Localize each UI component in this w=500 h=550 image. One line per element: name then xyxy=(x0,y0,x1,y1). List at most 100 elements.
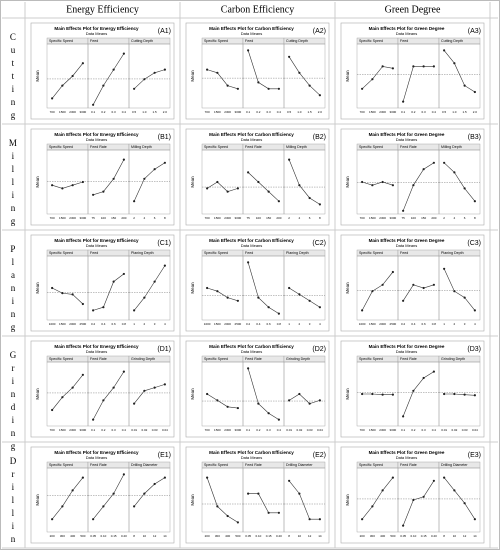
effect-point xyxy=(308,402,311,405)
effect-point xyxy=(92,518,95,521)
x-tick-label: 0.4 xyxy=(256,322,261,326)
effect-point xyxy=(453,290,456,293)
effect-point xyxy=(267,306,270,309)
panel-area xyxy=(438,467,481,533)
effect-point xyxy=(112,386,115,389)
panel-name: Milling Depth xyxy=(286,145,307,149)
x-tick-label: 75 xyxy=(246,216,250,220)
x-tick-label: 12 xyxy=(463,534,467,538)
x-tick-label: 1.5 xyxy=(463,110,468,114)
x-tick-label: 4 xyxy=(299,216,301,220)
x-tick-label: 0.05 xyxy=(90,534,96,538)
effect-point xyxy=(112,492,115,495)
x-tick-label: 0.10 xyxy=(255,534,261,538)
x-tick-label: 200 xyxy=(50,534,55,538)
x-tick-label: 8 xyxy=(133,534,135,538)
x-tick-label: 0.5 xyxy=(442,110,447,114)
x-tick-label: 1500 xyxy=(59,110,66,114)
effect-point xyxy=(402,209,405,212)
effect-point xyxy=(257,402,260,405)
effect-point xyxy=(361,87,364,90)
effect-point xyxy=(112,177,115,180)
plot-label: (B1) xyxy=(158,134,171,141)
y-axis-label: Mean xyxy=(190,282,195,294)
effect-point xyxy=(257,296,260,299)
effect-line xyxy=(247,368,280,420)
x-tick-label: 0.8 xyxy=(277,322,282,326)
effect-point xyxy=(236,299,239,302)
x-tick-label: 8 xyxy=(164,216,166,220)
effect-point xyxy=(318,306,321,309)
effect-point xyxy=(71,386,74,389)
plot-subtitle: Data Means xyxy=(86,455,108,460)
x-tick-label: 0.04 xyxy=(162,428,168,432)
effect-point xyxy=(247,49,250,52)
x-tick-label: 6 xyxy=(309,216,311,220)
effect-point xyxy=(71,293,74,296)
x-tick-label: 2300 xyxy=(69,216,76,220)
x-tick-label: 0.4 xyxy=(277,428,282,432)
x-tick-label: 12 xyxy=(308,534,312,538)
panel-name: Feed Rate xyxy=(90,463,107,467)
x-tick-label: 2300 xyxy=(224,216,231,220)
x-tick-label: 1500 xyxy=(214,428,221,432)
effect-point xyxy=(402,524,405,527)
x-tick-label: 0.5 xyxy=(132,110,137,114)
effect-point xyxy=(453,171,456,174)
x-tick-label: 0.01 xyxy=(286,428,292,432)
panel-name: Cutting Depth xyxy=(286,39,308,43)
effect-point xyxy=(226,296,229,299)
x-tick-label: 1.5 xyxy=(308,110,313,114)
x-tick-label: 2300 xyxy=(224,428,231,432)
effect-point xyxy=(318,399,321,402)
x-tick-label: 0.01 xyxy=(131,428,137,432)
x-tick-label: 2500 xyxy=(80,322,87,326)
effect-point xyxy=(463,296,466,299)
x-tick-label: 300 xyxy=(215,534,220,538)
x-tick-label: 1.5 xyxy=(153,110,158,114)
x-tick-label: 0.1 xyxy=(401,110,406,114)
panel-name: Specific Speed xyxy=(204,357,228,361)
panel-name: Grinding Depth xyxy=(441,357,465,361)
plot-frame xyxy=(185,234,330,332)
x-tick-label: 2500 xyxy=(235,322,242,326)
plot-subtitle: Data Means xyxy=(241,349,263,354)
x-tick-label: 150 xyxy=(421,216,426,220)
effect-point xyxy=(298,392,301,396)
effect-point xyxy=(473,394,476,397)
x-tick-label: 0.4 xyxy=(411,322,416,326)
x-tick-label: 100 xyxy=(101,216,106,220)
effect-point xyxy=(412,498,415,502)
x-tick-label: 100 xyxy=(411,216,416,220)
x-tick-label: 2.0 xyxy=(163,110,168,114)
panel-name: Feed Rate xyxy=(245,145,262,149)
effect-point xyxy=(371,505,374,508)
x-tick-label: 4 xyxy=(144,216,146,220)
panel-name: Specific Speed xyxy=(49,251,73,255)
effect-point xyxy=(288,479,291,482)
x-tick-label: 2 xyxy=(133,216,135,220)
panel-name: Specific Speed xyxy=(49,39,73,43)
x-tick-label: 0.15 xyxy=(421,534,427,538)
x-tick-label: 1500 xyxy=(369,428,376,432)
x-tick-label: 0.1 xyxy=(246,428,251,432)
panel-name: Specific Speed xyxy=(204,145,228,149)
plot-title: Main Effects Plot for Green Degree xyxy=(369,344,445,349)
x-tick-label: 1 xyxy=(288,322,290,326)
plot-title: Main Effects Plot for Green Degree xyxy=(369,450,445,455)
panel-name: Specific Speed xyxy=(359,463,383,467)
plot-title: Main Effects Plot for Carbon Efficiency xyxy=(209,450,294,455)
plot-title: Main Effects Plot for Energy Efficiency xyxy=(54,344,139,349)
row-header: Planing xyxy=(8,244,18,335)
effect-point xyxy=(226,190,229,193)
effect-point xyxy=(71,489,74,492)
x-tick-label: 0.8 xyxy=(122,322,127,326)
effect-point xyxy=(122,272,125,276)
panel-name: Feed Rate xyxy=(245,463,262,467)
plot-frame xyxy=(185,340,330,438)
effect-line xyxy=(402,371,435,417)
column-header: Carbon Efficiency xyxy=(221,4,294,15)
x-tick-label: 6 xyxy=(154,216,156,220)
effect-point xyxy=(143,389,146,392)
x-tick-label: 3000 xyxy=(235,216,242,220)
